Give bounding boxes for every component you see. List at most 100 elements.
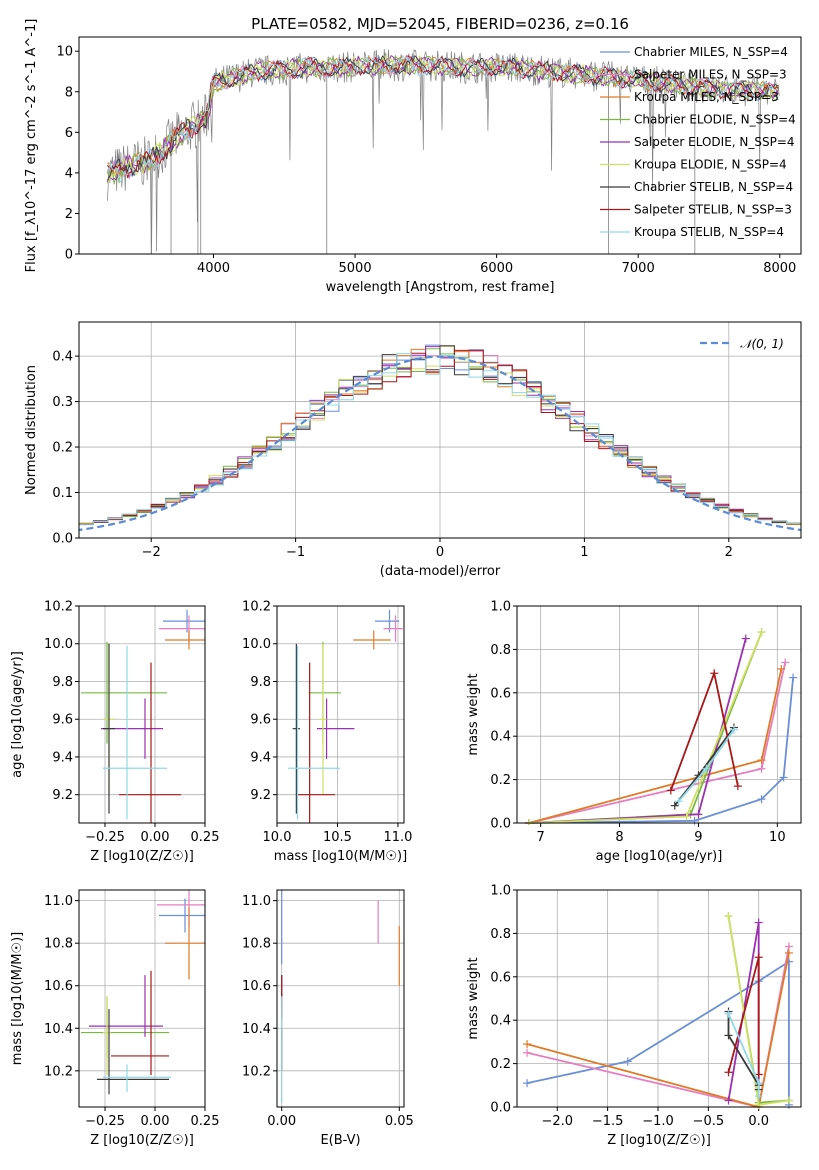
x-tick-label: −1.5 bbox=[592, 1114, 624, 1129]
y-tick-label: 0.3 bbox=[52, 395, 73, 410]
y-tick-label: 9.2 bbox=[250, 788, 271, 803]
y-tick-label: 11.0 bbox=[44, 894, 73, 909]
spectrum-panel: 4000 5000 6000 7000 8000 0 2 4 6 8 10 wavelength [A… bbox=[24, 19, 802, 295]
residual-histogram-panel: −2 −1 0 1 2 0.0 0.1 0.2 0.3 0.4 (data-model)/error… bbox=[24, 321, 802, 579]
y-tick-label: 0.8 bbox=[490, 643, 511, 658]
y-axis-label: mass weight bbox=[466, 673, 481, 755]
plot-frame bbox=[516, 605, 802, 824]
errorbar-plot-area bbox=[81, 609, 205, 823]
legend-entry: Salpeter ELODIE, N_SSP=4 bbox=[634, 135, 795, 149]
y-axis-label: Flux [f_λ10^-17 erg cm^-2 s^-1 A^-1] bbox=[24, 19, 39, 273]
x-tick-label: −0.25 bbox=[85, 1114, 125, 1129]
y-tick-label: 10 bbox=[56, 45, 73, 60]
legend-entry: 𝒩(0, 1) bbox=[740, 337, 784, 351]
weight-plot-area bbox=[524, 628, 798, 825]
x-axis-label: Z [log10(Z/Z☉)] bbox=[607, 1133, 711, 1148]
y-tick-label: 8 bbox=[65, 85, 73, 100]
y-tick-label: 0.4 bbox=[490, 730, 511, 745]
y-tick-label: 0.6 bbox=[490, 970, 511, 985]
x-tick-label: 11.0 bbox=[383, 830, 412, 845]
y-tick-label: 1.0 bbox=[490, 884, 511, 899]
legend-entry: Kroupa STELIB, N_SSP=4 bbox=[634, 225, 784, 239]
x-tick-label: 0.25 bbox=[191, 830, 220, 845]
legend: Chabrier MILES, N_SSP=4 Salpeter MILES, N… bbox=[600, 45, 796, 239]
y-tick-label: 0.2 bbox=[490, 773, 511, 788]
y-tick-label: 11.0 bbox=[242, 894, 271, 909]
legend-entry: Salpeter STELIB, N_SSP=3 bbox=[634, 203, 792, 217]
plot-frame bbox=[516, 889, 802, 1108]
model-spectrum-line bbox=[106, 55, 779, 179]
x-tick-label: 5000 bbox=[339, 261, 372, 276]
x-tick-label: 1 bbox=[580, 545, 588, 560]
age-vs-mass-panel: 10.0 10.5 11.0 9.2 9.4 9.6 9.8 10.0 10.2 mass [lo… bbox=[242, 600, 412, 865]
x-tick-label: 9 bbox=[694, 830, 702, 845]
legend-entry: Chabrier MILES, N_SSP=4 bbox=[634, 45, 788, 59]
figure-title: PLATE=0582, MJD=52045, FIBERID=0236, z=0… bbox=[251, 15, 629, 33]
mass-weight-series-line bbox=[528, 638, 747, 824]
y-tick-label: 9.8 bbox=[250, 675, 271, 690]
normal-reference-curve bbox=[79, 355, 801, 532]
x-tick-label: −1 bbox=[286, 545, 305, 560]
legend-entry: Kroupa ELODIE, N_SSP=4 bbox=[634, 158, 787, 172]
x-tick-label: 0.00 bbox=[267, 1114, 296, 1129]
y-tick-label: 9.8 bbox=[52, 675, 73, 690]
y-tick-label: 0.2 bbox=[52, 441, 73, 456]
legend-entry: Kroupa MILES, N_SSP=3 bbox=[634, 90, 779, 104]
x-tick-label: 7000 bbox=[622, 261, 655, 276]
x-tick-label: −0.5 bbox=[693, 1114, 725, 1129]
plot-frame bbox=[78, 889, 206, 1108]
x-tick-label: 4000 bbox=[197, 261, 230, 276]
x-tick-label: 0.00 bbox=[141, 1114, 170, 1129]
y-tick-label: 0.6 bbox=[490, 686, 511, 701]
x-axis-label: mass [log10(M/M☉)] bbox=[274, 849, 407, 864]
x-tick-label: −2.0 bbox=[541, 1114, 573, 1129]
y-tick-label: 0.8 bbox=[490, 927, 511, 942]
x-axis-label: (data-model)/error bbox=[380, 564, 501, 579]
x-tick-label: 2 bbox=[725, 545, 733, 560]
mass-weight-series-line bbox=[528, 631, 763, 824]
model-spectrum-line bbox=[106, 54, 779, 185]
y-tick-label: 10.2 bbox=[44, 600, 73, 615]
legend-entry: Chabrier STELIB, N_SSP=4 bbox=[634, 180, 793, 194]
x-axis-label: age [log10(age/yr)] bbox=[596, 849, 723, 864]
x-tick-label: 10.5 bbox=[323, 830, 352, 845]
mass-weight-series-line bbox=[528, 668, 783, 824]
mass-weight-series-line bbox=[727, 957, 760, 1075]
legend-entry: Chabrier ELODIE, N_SSP=4 bbox=[634, 113, 796, 127]
x-tick-label: 8 bbox=[615, 830, 623, 845]
x-axis-label: Z [log10(Z/Z☉)] bbox=[90, 849, 194, 864]
x-tick-label: 7 bbox=[537, 830, 545, 845]
y-axis-label: mass weight bbox=[466, 957, 481, 1039]
legend-entry: Salpeter MILES, N_SSP=3 bbox=[634, 68, 787, 82]
mass-weight-series-line bbox=[528, 662, 787, 824]
y-tick-label: 9.2 bbox=[52, 788, 73, 803]
mass-weight-series-line bbox=[528, 677, 794, 824]
y-tick-label: 2 bbox=[65, 207, 73, 222]
y-axis-label: age [log10(age/yr)] bbox=[10, 651, 25, 778]
y-tick-label: 0 bbox=[65, 248, 73, 263]
y-tick-label: 9.4 bbox=[250, 750, 271, 765]
model-spectrum-line bbox=[107, 54, 779, 183]
plot-frame bbox=[78, 36, 802, 255]
y-tick-label: 10.0 bbox=[242, 637, 271, 652]
y-tick-label: 9.4 bbox=[52, 750, 73, 765]
y-tick-label: 1.0 bbox=[490, 600, 511, 615]
histogram-plot-area bbox=[79, 344, 801, 532]
y-tick-label: 10.2 bbox=[44, 1064, 73, 1079]
y-tick-label: 9.6 bbox=[52, 713, 73, 728]
y-tick-label: 0.0 bbox=[52, 532, 73, 547]
y-tick-label: 9.6 bbox=[250, 713, 271, 728]
y-axis-label: Normed distribution bbox=[24, 365, 39, 495]
y-tick-label: 10.2 bbox=[242, 600, 271, 615]
x-tick-label: 10.0 bbox=[263, 830, 292, 845]
mass-weight-vs-metallicity-panel: −2.0 −1.5 −1.0 −0.5 0.0 0.0 0.2 0.4 0.6 0.8 1.0 Z [… bbox=[466, 884, 802, 1148]
y-axis-label: mass [log10(M/M☉)] bbox=[10, 932, 25, 1065]
x-tick-label: 8000 bbox=[763, 261, 796, 276]
y-tick-label: 6 bbox=[65, 126, 73, 141]
x-axis-label: Z [log10(Z/Z☉)] bbox=[90, 1133, 194, 1148]
errorbar-plot-area bbox=[281, 890, 400, 1103]
x-tick-label: 0.05 bbox=[385, 1114, 414, 1129]
x-axis-label: wavelength [Angstrom, rest frame] bbox=[326, 280, 555, 295]
x-axis-label: E(B-V) bbox=[320, 1133, 360, 1148]
